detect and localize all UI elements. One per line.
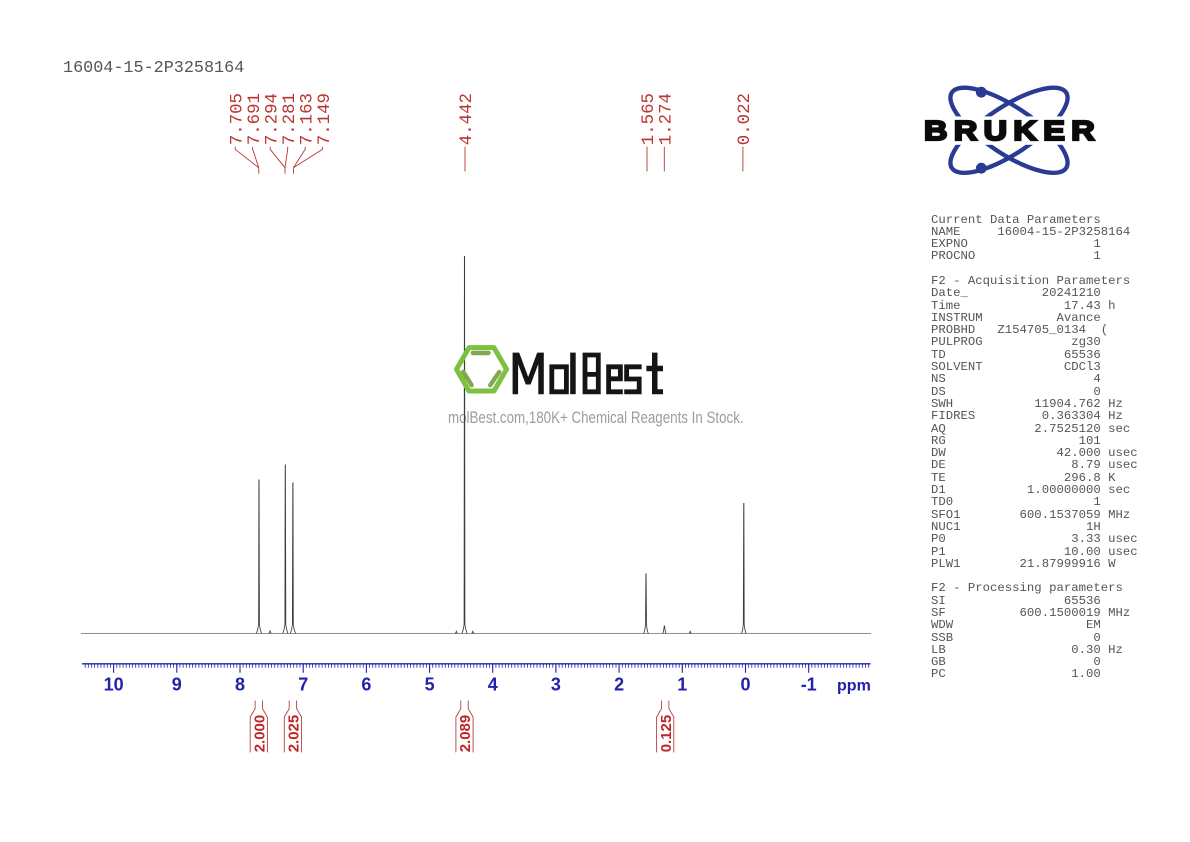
svg-text:3: 3 <box>551 675 561 695</box>
svg-text:-1: -1 <box>801 675 817 695</box>
svg-text:1.274: 1.274 <box>658 93 677 145</box>
svg-text:7.149: 7.149 <box>316 93 335 145</box>
svg-text:4.442: 4.442 <box>458 93 477 145</box>
svg-text:1.565: 1.565 <box>640 93 659 145</box>
svg-text:BRUKER: BRUKER <box>924 116 1101 146</box>
svg-text:7.691: 7.691 <box>246 93 265 145</box>
svg-text:2.000: 2.000 <box>251 715 268 753</box>
svg-text:0.022: 0.022 <box>736 93 755 145</box>
svg-text:7.294: 7.294 <box>263 93 282 145</box>
svg-text:10: 10 <box>104 675 124 695</box>
svg-text:7.163: 7.163 <box>298 93 317 145</box>
svg-text:7: 7 <box>298 675 308 695</box>
svg-text:4: 4 <box>488 675 498 695</box>
svg-text:9: 9 <box>172 675 182 695</box>
svg-text:1: 1 <box>677 675 687 695</box>
svg-text:8: 8 <box>235 675 245 695</box>
svg-text:6: 6 <box>361 675 371 695</box>
svg-text:2: 2 <box>614 675 624 695</box>
svg-text:0: 0 <box>740 675 750 695</box>
svg-text:ppm: ppm <box>837 678 871 695</box>
svg-text:2.025: 2.025 <box>286 715 303 753</box>
svg-text:7.281: 7.281 <box>281 93 300 145</box>
svg-text:7.705: 7.705 <box>228 93 247 145</box>
svg-text:2.089: 2.089 <box>457 715 474 753</box>
svg-text:5: 5 <box>425 675 435 695</box>
svg-text:0.125: 0.125 <box>658 715 675 753</box>
